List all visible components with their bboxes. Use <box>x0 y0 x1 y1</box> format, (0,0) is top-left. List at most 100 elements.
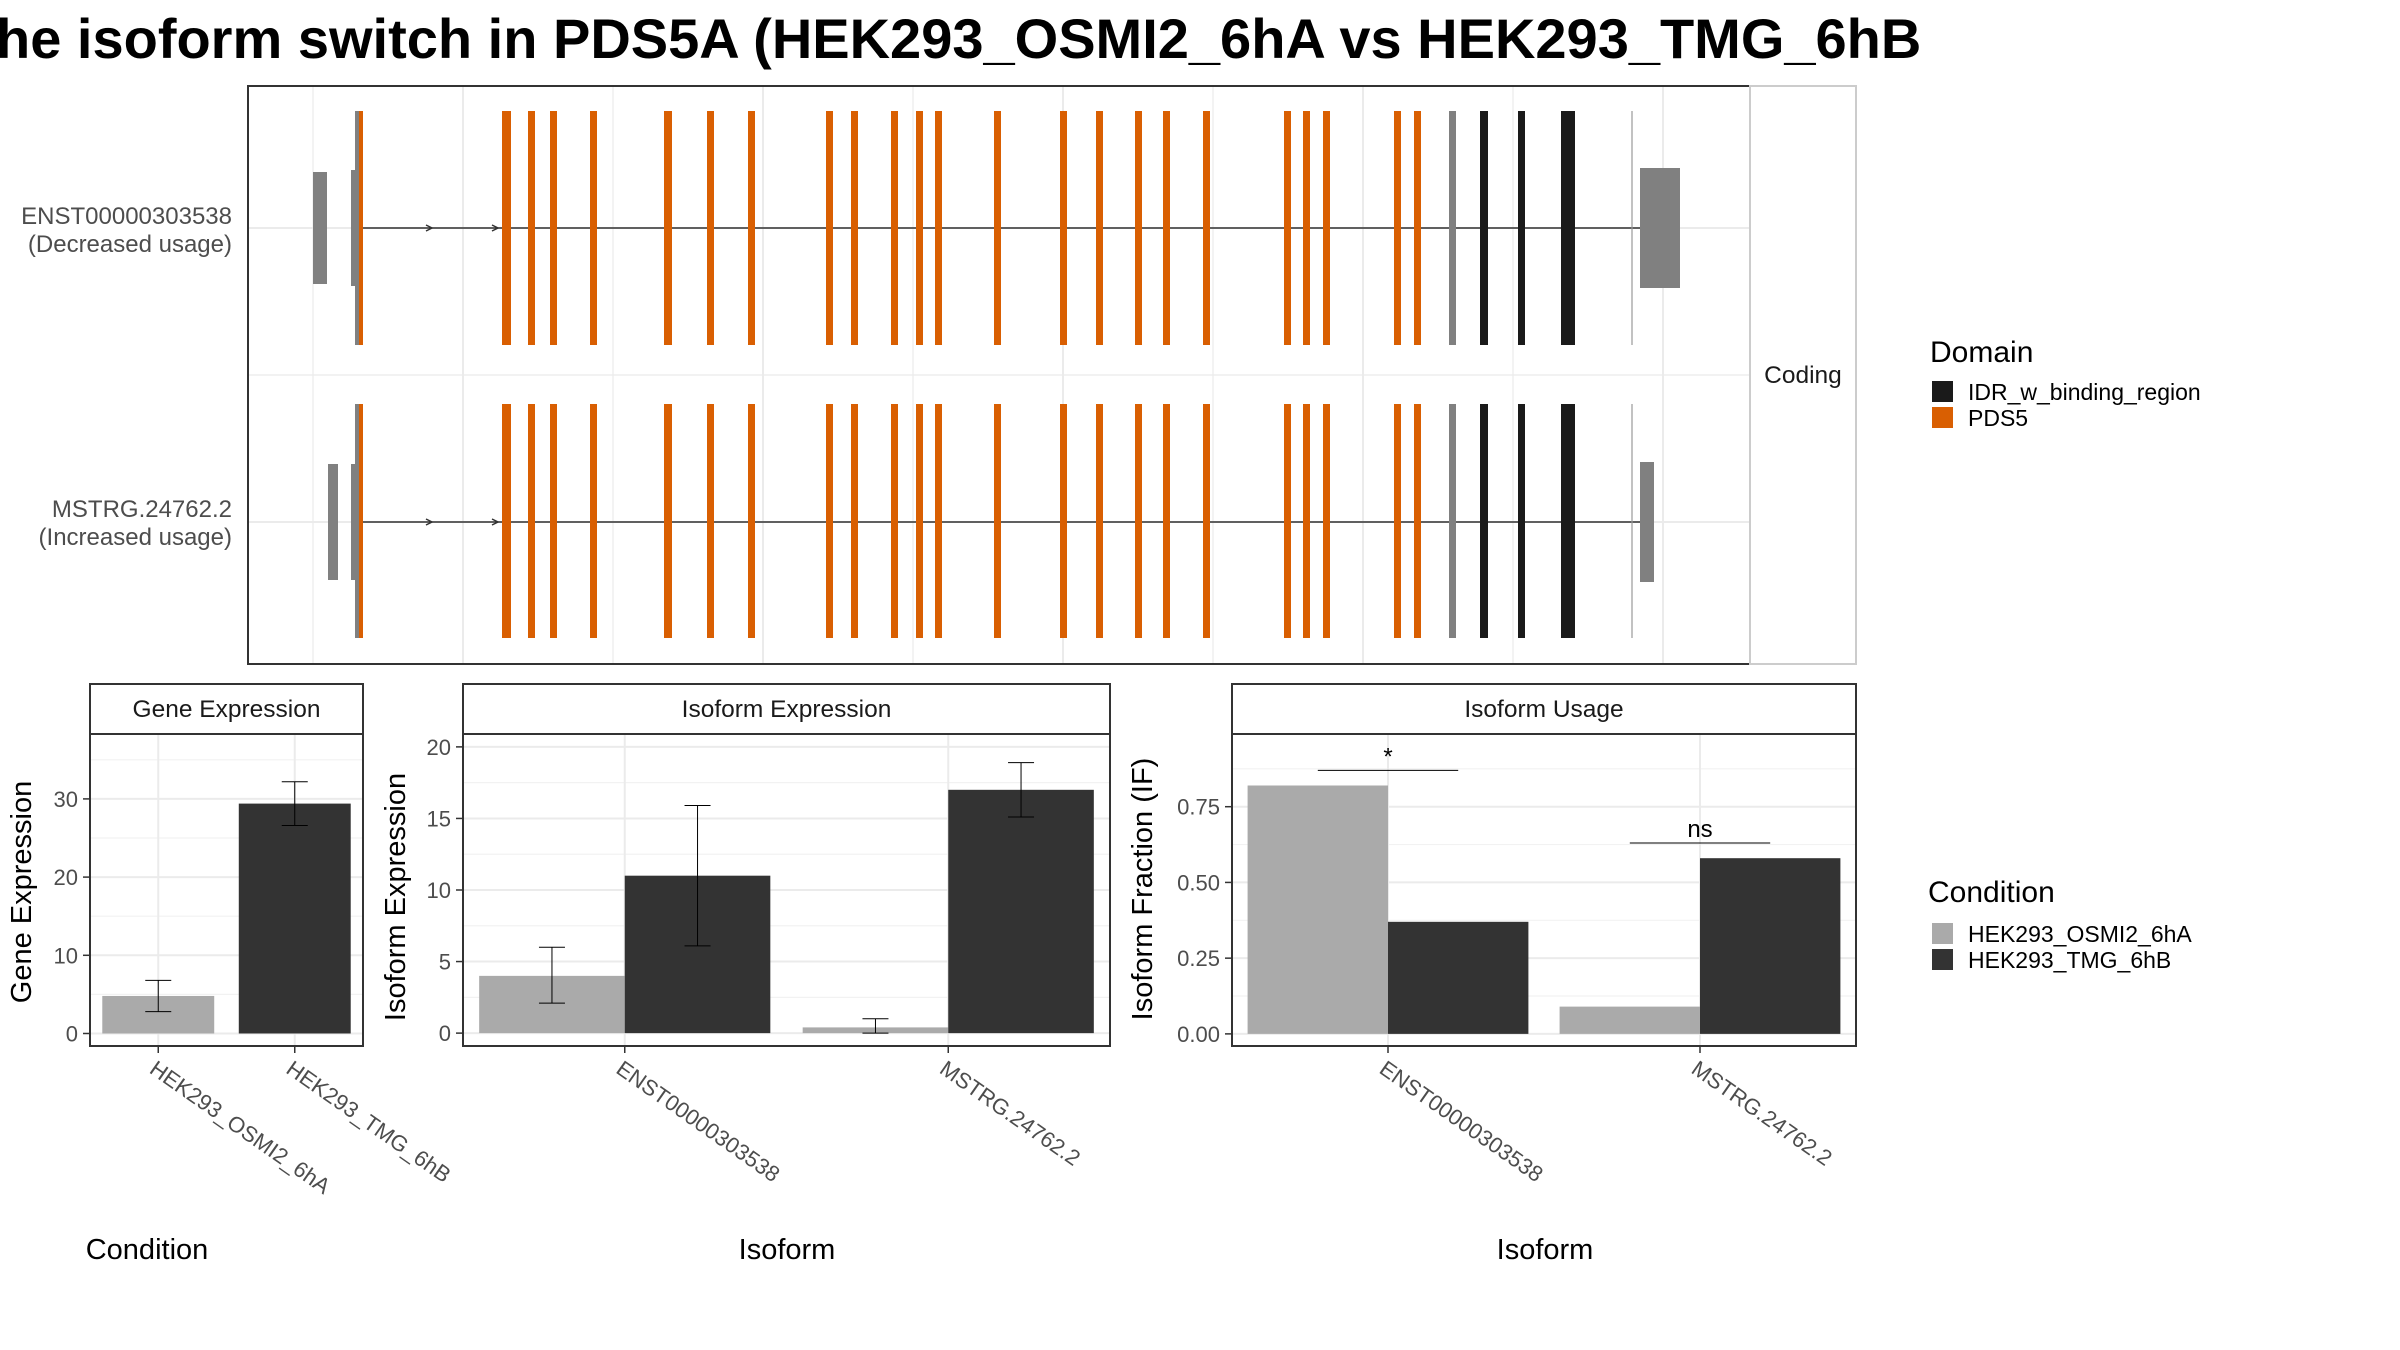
pds5-domain-exon <box>359 404 363 638</box>
legend-swatch-condition-a <box>1932 923 1953 944</box>
strand-arrow <box>491 518 500 526</box>
significance-label: ns <box>1687 816 1712 843</box>
gene-expression-strip <box>89 683 364 735</box>
pds5-domain-exon <box>590 111 597 345</box>
panel-border <box>89 733 364 1047</box>
y-tick-label: 15 <box>427 806 451 831</box>
legend-swatch-idr <box>1932 381 1953 402</box>
y-tick-label: 10 <box>427 878 451 903</box>
condition-legend-title: Condition <box>1928 876 2055 909</box>
isoform-usage-strip <box>1231 683 1857 735</box>
x-tick-label: ENST00000303538 <box>612 1056 785 1187</box>
pds5-domain-exon <box>935 111 942 345</box>
legend-swatch-pds5 <box>1932 407 1953 428</box>
pds5-domain-exon <box>1414 111 1421 345</box>
domain-legend-title: Domain <box>1930 336 2033 369</box>
isoform-expression-panel: Isoform Expression Isoform Isoform Expre… <box>380 683 1111 1266</box>
pds5-domain-exon <box>1303 111 1310 345</box>
significance-label: * <box>1383 743 1392 770</box>
pds5-domain-exon <box>994 404 1001 638</box>
coding-strip <box>1749 85 1857 665</box>
utr-exon-3prime <box>1640 168 1680 288</box>
isoform-expression-strip <box>462 683 1111 735</box>
coding-exon <box>1449 111 1456 345</box>
gene-expression-y-title: Gene Expression <box>6 781 38 1003</box>
pds5-domain-exon <box>550 111 557 345</box>
pds5-domain-exon <box>1203 404 1210 638</box>
bar-ENST00000303538-HEK293_OSMI2_6hA <box>1247 785 1388 1034</box>
pds5-domain-exon <box>1394 111 1401 345</box>
pds5-domain-exon <box>502 404 511 638</box>
isoform-usage-y-title: Isoform Fraction (IF) <box>1127 758 1159 1021</box>
y-tick-label: 10 <box>54 943 78 968</box>
pds5-domain-exon <box>1096 404 1103 638</box>
pds5-domain-exon <box>1135 404 1142 638</box>
y-axis-ticks: 0 10 20 30 <box>54 787 90 1046</box>
significance-annotations: * ns <box>1317 743 1771 844</box>
y-axis-ticks: 0.00 0.25 0.50 0.75 <box>1177 795 1232 1047</box>
bar-MSTRG.24762.2-HEK293_TMG_6hB <box>948 789 1094 1034</box>
legend-label-condition-a: HEK293_OSMI2_6hA <box>1968 921 2192 947</box>
transcript-usage-1: (Decreased usage) <box>28 231 232 258</box>
utr-exon <box>328 464 338 580</box>
pds5-domain-exon <box>1303 404 1310 638</box>
transcript-id-1: ENST00000303538 <box>21 203 232 230</box>
pds5-domain-exon <box>550 404 557 638</box>
pds5-domain-exon <box>1096 111 1103 345</box>
utr-exon <box>313 172 327 284</box>
isoform-expression-x-title: Isoform <box>739 1234 836 1266</box>
bar-ENST00000303538-HEK293_TMG_6hB <box>1388 921 1529 1034</box>
isoform-expression-strip-title: Isoform Expression <box>682 696 892 723</box>
error-bars <box>145 781 308 1013</box>
pds5-domain-exon <box>748 111 755 345</box>
isoform-expression-y-title: Isoform Expression <box>380 773 412 1021</box>
bars <box>1247 785 1841 1034</box>
legend-swatch-condition-b <box>1932 949 1953 970</box>
pds5-domain-exon <box>590 404 597 638</box>
pds5-domain-exon <box>1203 111 1210 345</box>
pds5-domain-exon <box>826 404 833 638</box>
transcript-usage-2: (Increased usage) <box>39 524 232 551</box>
pds5-domain-exon <box>1394 404 1401 638</box>
x-tick-label: ENST00000303538 <box>1375 1056 1548 1187</box>
bar-MSTRG.24762.2-HEK293_TMG_6hB <box>1700 858 1841 1034</box>
idr-domain-exon <box>1561 404 1575 638</box>
pds5-domain-exon <box>891 111 898 345</box>
pds5-domain-exon <box>916 111 923 345</box>
pds5-domain-exon <box>1163 404 1170 638</box>
y-tick-label: 20 <box>54 865 78 890</box>
y-tick-label: 0 <box>439 1021 451 1046</box>
idr-domain-exon <box>1561 111 1575 345</box>
pds5-domain-exon <box>1284 404 1291 638</box>
legend-label-idr: IDR_w_binding_region <box>1968 379 2201 405</box>
isoform-usage-x-title: Isoform <box>1497 1234 1594 1266</box>
pds5-domain-exon <box>359 111 363 345</box>
pds5-domain-exon <box>935 404 942 638</box>
pds5-domain-exon <box>851 404 858 638</box>
bar-MSTRG.24762.2-HEK293_OSMI2_6hA <box>1559 1006 1700 1034</box>
x-tick-label: MSTRG.24762.2 <box>935 1056 1085 1171</box>
pds5-domain-exon <box>916 404 923 638</box>
transcript-structure-panel: Coding ENST00000303538 (Decreased usage)… <box>21 85 1857 665</box>
pds5-domain-exon <box>891 404 898 638</box>
pds5-domain-exon <box>1323 111 1330 345</box>
y-tick-label: 0.00 <box>1177 1022 1220 1047</box>
x-axis-ticks: ENST00000303538 MSTRG.24762.2 <box>612 1046 1085 1187</box>
pds5-domain-exon <box>502 111 511 345</box>
idr-domain-exon <box>1480 111 1488 345</box>
pds5-domain-exon <box>1323 404 1330 638</box>
y-tick-label: 0 <box>66 1021 78 1046</box>
pds5-domain-exon <box>707 111 714 345</box>
pds5-domain-exon <box>664 111 672 345</box>
pds5-domain-exon <box>1135 111 1142 345</box>
y-tick-label: 0.25 <box>1177 946 1220 971</box>
transcript-tracks <box>313 111 1680 638</box>
isoform-usage-panel: Isoform Usage Isoform Isoform Fraction (… <box>1127 683 1857 1266</box>
utr-exon <box>351 170 356 286</box>
pds5-domain-exon <box>1414 404 1421 638</box>
transcript-track-2 <box>328 404 1654 638</box>
strand-arrow <box>425 224 434 232</box>
gene-expression-x-title: Condition <box>86 1234 209 1266</box>
y-tick-label: 20 <box>427 735 451 760</box>
